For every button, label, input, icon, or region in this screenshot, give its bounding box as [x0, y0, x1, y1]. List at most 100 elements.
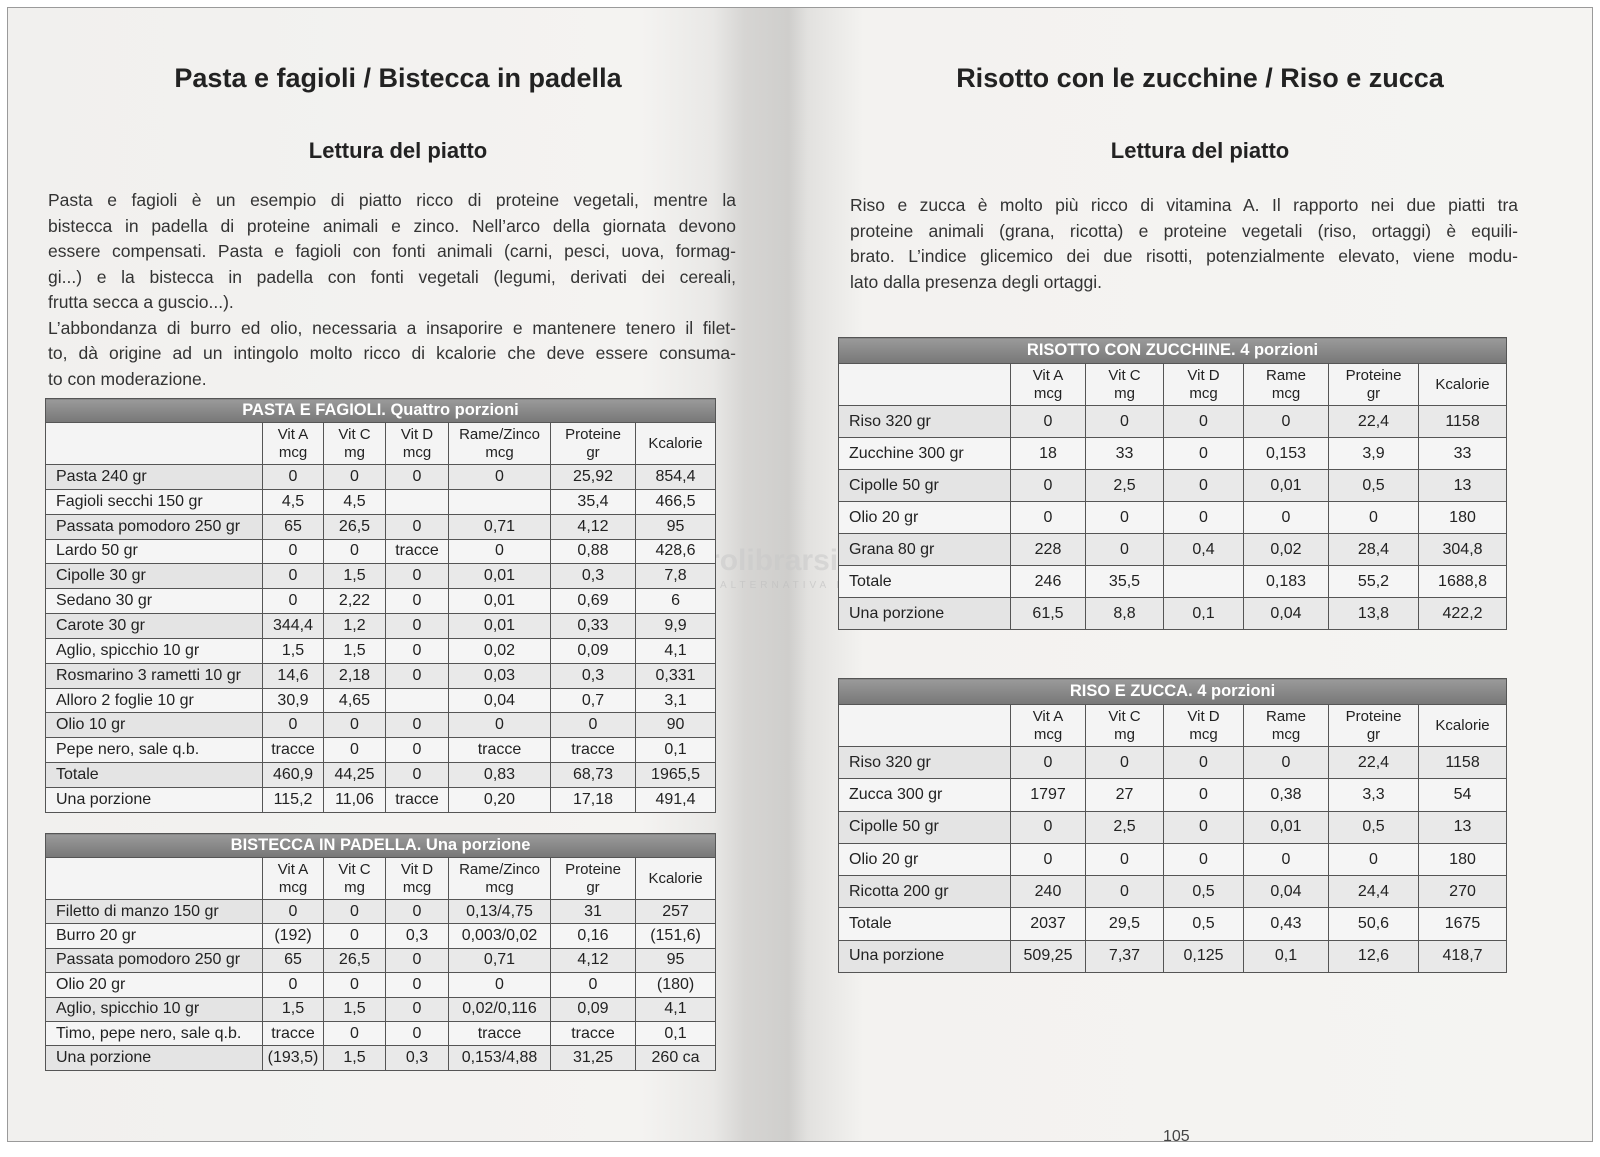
table-row: Olio 20 gr 0 0 0 0 0 180: [838, 842, 1508, 877]
table-cell: 0,5: [1328, 810, 1419, 844]
table-cell: 0: [1085, 745, 1164, 780]
table-cell: (192): [262, 923, 324, 949]
table-row: Aglio, spicchio 10 gr 1,5 1,5 0 0,02/0,116 0,…: [45, 996, 717, 1022]
table-row: Totale 246 35,5 0,183 55,2 1688,8: [838, 565, 1508, 598]
header-text: Vit D: [400, 425, 434, 443]
table-cell: 2037: [1010, 907, 1086, 941]
table-row: Riso 320 gr 0 0 0 0 22,4 1158: [838, 745, 1508, 780]
row-label: Zucca 300 gr: [838, 778, 1011, 812]
table-cell: 0: [1085, 842, 1164, 877]
header-text: gr: [1366, 384, 1381, 402]
table-cell: 55,2: [1328, 565, 1419, 598]
table-cell: 0,1: [634, 737, 717, 764]
row-label: Riso 320 gr: [838, 405, 1011, 438]
table-cell: 0,01: [448, 613, 551, 639]
table-cell: 0,13/4,75: [448, 898, 551, 925]
row-label: Grana 80 gr: [838, 533, 1011, 566]
table-cell: 6: [634, 588, 717, 615]
table-cell: 0: [1328, 501, 1419, 534]
table-cell: 0: [1010, 405, 1086, 438]
table-cell: 0: [1243, 842, 1329, 877]
table-cell: 418,7: [1417, 939, 1508, 974]
header-text: Kcalorie: [1435, 716, 1490, 734]
table-title: RISO E ZUCCA. 4 porzioni: [837, 678, 1508, 705]
table-cell: 30,9: [262, 687, 324, 714]
table-cell: 0: [1163, 437, 1244, 470]
table-cell: 0: [323, 923, 386, 949]
table-row: Una porzione 509,25 7,37 0,125 0,1 12,6 418,7: [838, 939, 1508, 974]
table-cell: 0,5: [1328, 469, 1419, 502]
table-cell: 13: [1417, 810, 1508, 844]
header-cell: Kcalorie: [1417, 363, 1508, 406]
header-text: Vit C: [1108, 366, 1141, 384]
table-cell: 0: [1163, 501, 1244, 534]
table-cell: 1688,8: [1417, 565, 1508, 598]
table-cell: 0,43: [1243, 907, 1329, 941]
table-cell: 0: [448, 712, 551, 739]
header-text: Kcalorie: [648, 869, 703, 887]
table-cell: 0: [385, 1020, 449, 1047]
header-text: Vit D: [1187, 707, 1220, 725]
table-cell: 0,83: [448, 762, 551, 788]
table-cell: 180: [1417, 842, 1508, 877]
table-cell: 0,3: [550, 563, 636, 590]
table-cell: 90: [634, 712, 717, 739]
table-cell: 0: [1163, 842, 1244, 877]
text-line: frutta secca a guscio...).: [48, 292, 234, 312]
row-label: Rosmarino 3 rametti 10 gr: [45, 662, 263, 689]
text-line: essere compensati. Pasta e fagioli con f…: [48, 241, 736, 261]
table-cell: 1675: [1417, 907, 1508, 941]
header-text: Rame/Zinco: [459, 860, 540, 878]
table-row: Passata pomodoro 250 gr 65 26,5 0 0,71 4,12 95: [45, 513, 717, 540]
text-line: Riso e zucca è molto più ricco di vitami…: [850, 195, 1518, 215]
table-cell: tracce: [448, 737, 551, 764]
header-text: Kcalorie: [648, 434, 703, 452]
header-cell: Proteine gr: [1328, 704, 1419, 747]
table-cell: 18: [1010, 437, 1086, 470]
table-cell: 1,5: [262, 637, 324, 664]
table-cell: 4,5: [262, 488, 324, 515]
header-text: Rame: [1265, 707, 1306, 725]
table-cell: 65: [262, 513, 324, 540]
table-cell: 0: [1010, 469, 1086, 502]
table-cell: 4,12: [550, 513, 636, 540]
table-cell: 0: [1328, 842, 1419, 877]
table-cell: 4,5: [323, 488, 386, 515]
row-label: Aglio, spicchio 10 gr: [45, 996, 263, 1022]
row-label: Olio 20 gr: [838, 842, 1011, 877]
header-text: mcg: [485, 878, 514, 896]
table-cell: 0,09: [550, 637, 636, 664]
table-row: Una porzione (193,5) 1,5 0,3 0,153/4,88 31,25…: [45, 1045, 717, 1071]
table-cell: 0,20: [448, 786, 551, 813]
header-cell: Rame mcg: [1243, 704, 1329, 747]
row-label: Passata pomodoro 250 gr: [45, 947, 263, 974]
table-cell: 25,92: [550, 464, 636, 490]
paragraph: Pasta e fagioli è un esempio di piatto r…: [48, 188, 736, 392]
table-cell: 7,37: [1085, 939, 1164, 974]
table-cell: 0,71: [448, 947, 551, 974]
table-cell: 1,5: [323, 1045, 386, 1071]
table-row: Riso 320 gr 0 0 0 0 22,4 1158: [838, 405, 1508, 438]
table-cell: tracce: [385, 538, 449, 565]
header-text: Proteine: [565, 860, 621, 878]
table-cell: 0,125: [1163, 939, 1244, 974]
row-label: Olio 10 gr: [45, 712, 263, 739]
table-cell: 11,06: [323, 786, 386, 813]
table-cell: [385, 488, 449, 515]
table-cell: 2,18: [323, 662, 386, 689]
table-cell: 0: [262, 464, 324, 490]
table-cell: 22,4: [1328, 745, 1419, 780]
table-row: Grana 80 gr 228 0 0,4 0,02 28,4 304,8: [838, 533, 1508, 566]
table-row: Timo, pepe nero, sale q.b. tracce 0 0 tracce…: [45, 1020, 717, 1047]
table-cell: 0: [1010, 501, 1086, 534]
table-cell: 3,3: [1328, 778, 1419, 812]
header-text: mcg: [278, 878, 308, 896]
